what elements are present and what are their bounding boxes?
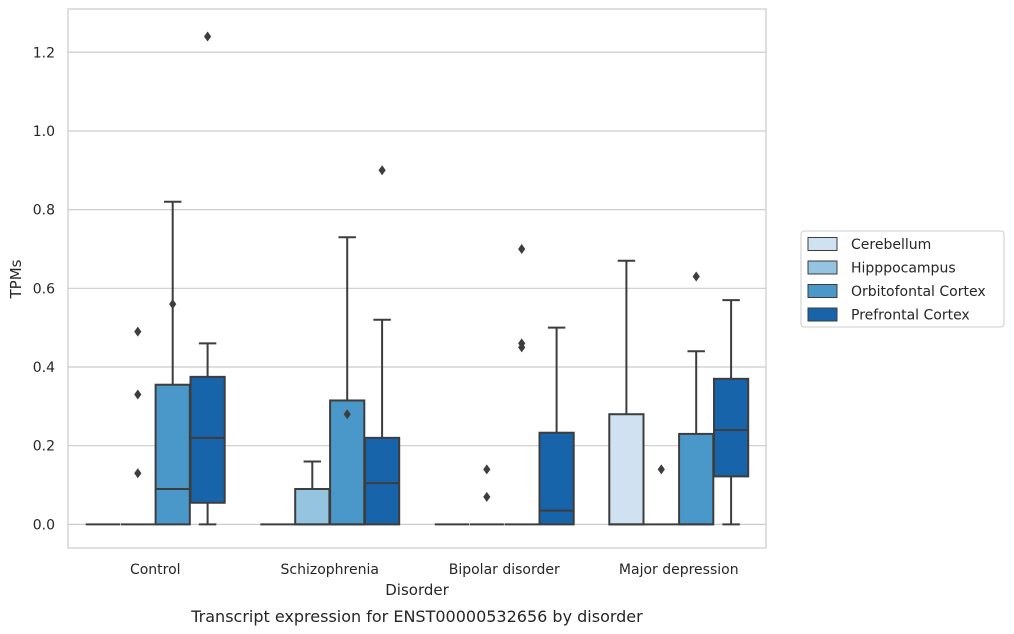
x-tick-label: Bipolar disorder (449, 562, 560, 578)
legend-label: Prefrontal Cortex (851, 308, 970, 324)
outlier-point (169, 299, 177, 310)
x-axis-title: Disorder (385, 581, 449, 599)
y-axis-title: TPMs (7, 259, 25, 299)
box-prefrontal-cortex (712, 299, 750, 526)
x-tick-label: Control (130, 562, 181, 578)
y-tick-labels: 0.0 0.2 0.4 0.6 0.8 1.0 1.2 (33, 45, 55, 533)
outlier-point (204, 31, 212, 42)
x-tick-labels: Control Schizophrenia Bipolar disorder Majo… (130, 562, 739, 578)
outlier-point (483, 464, 491, 475)
outlier-point (134, 468, 142, 479)
legend-label: Orbitofontal Cortex (851, 284, 986, 300)
outlier-point (518, 243, 526, 254)
box (538, 431, 575, 526)
box-plot-marks (85, 31, 750, 526)
legend-frame (800, 230, 1005, 328)
outlier-point (134, 389, 142, 400)
legend-swatch (807, 237, 838, 251)
y-tick-label: 1.2 (33, 45, 55, 61)
box (678, 432, 715, 526)
outlier-point (518, 338, 526, 349)
box (712, 377, 750, 478)
box-hipppocampus (294, 460, 331, 526)
outlier-point (692, 271, 700, 282)
box (294, 487, 331, 526)
y-tick-label: 1.0 (33, 124, 55, 140)
box-orbitofontal-cortex (329, 236, 366, 526)
box (363, 436, 401, 526)
box-prefrontal-cortex (189, 31, 226, 526)
legend-label: Cerebellum (851, 237, 931, 253)
box (189, 375, 226, 504)
x-tick-label: Major depression (619, 562, 739, 578)
box-hipppocampus (120, 326, 155, 526)
legend-swatch (807, 284, 838, 298)
box-prefrontal-cortex (363, 165, 401, 526)
box-hipppocampus (469, 464, 504, 526)
y-tick-label: 0.8 (33, 203, 55, 219)
y-tick-label: 0.2 (33, 439, 55, 455)
y-tick-label: 0.6 (33, 281, 55, 297)
legend-label: Hipppocampus (851, 261, 956, 277)
box (329, 399, 366, 526)
box-orbitofontal-cortex (678, 271, 715, 526)
box-orbitofontal-cortex (154, 200, 191, 526)
chart-caption: Transcript expression for ENST0000053265… (190, 607, 643, 626)
box-orbitofontal-cortex (504, 243, 539, 526)
plot-frame (67, 8, 767, 549)
box-cerebellum (608, 259, 645, 526)
legend: Cerebellum Hipppocampus Orbitofontal Corte… (800, 230, 1005, 328)
box-hipppocampus (644, 464, 679, 526)
box-prefrontal-cortex (538, 326, 575, 526)
outlier-point (343, 409, 351, 420)
legend-swatch (807, 260, 838, 275)
x-tick-label: Schizophrenia (281, 562, 379, 578)
box (154, 383, 191, 526)
y-tick-label: 0.0 (33, 517, 55, 533)
outlier-point (134, 326, 142, 337)
box (608, 413, 645, 526)
outlier-point (483, 491, 491, 502)
legend-swatch (807, 307, 838, 322)
y-tick-label: 0.4 (33, 360, 55, 376)
outlier-point (657, 464, 665, 475)
outlier-point (378, 165, 386, 176)
